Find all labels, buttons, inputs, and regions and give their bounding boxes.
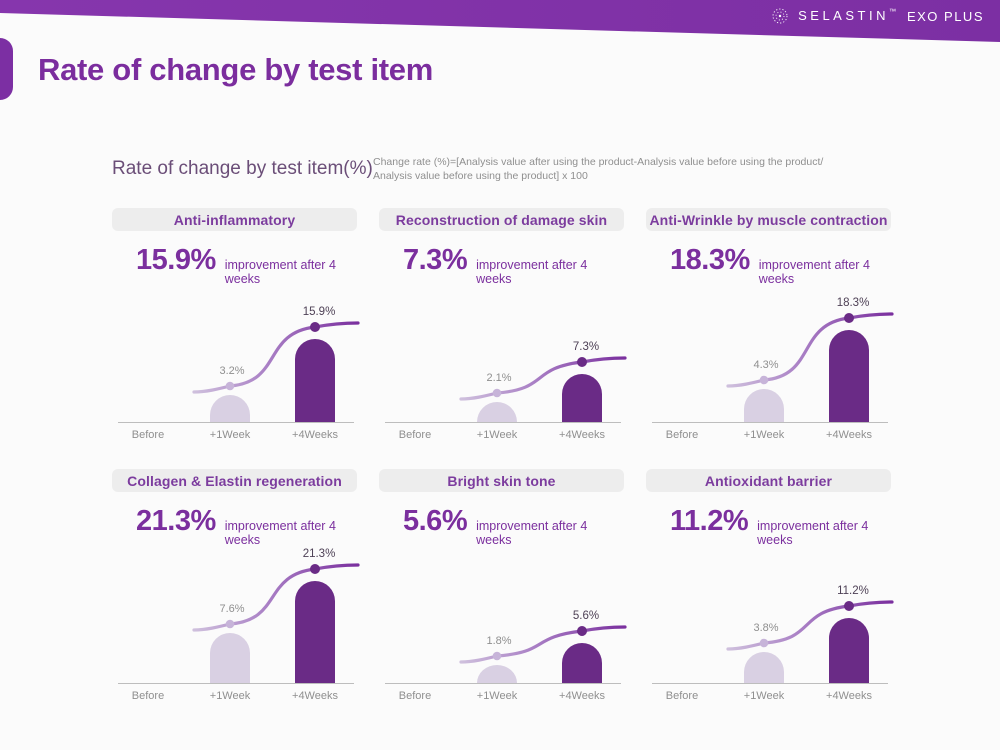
svg-text:+1Week: +1Week — [477, 429, 518, 441]
svg-text:+1Week: +1Week — [210, 429, 251, 441]
stat-note: improvement after 4 weeks — [224, 258, 336, 286]
svg-text:18.3%: 18.3% — [837, 297, 870, 309]
brand-logo: SELASTIN™ EXO PLUS — [771, 7, 984, 25]
svg-text:+1Week: +1Week — [744, 429, 785, 441]
panel-title-badge: Anti-inflammatory — [112, 208, 357, 231]
change-rate-formula: Change rate (%)=[Analysis value after us… — [373, 156, 823, 183]
panel-bright-skin-tone: Bright skin tone 5.6% improvement after … — [379, 469, 627, 705]
panel-title-badge: Bright skin tone — [379, 469, 624, 492]
section-title: Rate of change by test item(%) — [112, 158, 373, 179]
trend-chart: 3.2% 15.9% Before +1Week +4Weeks — [118, 306, 360, 441]
starburst-icon — [772, 8, 788, 24]
test-item-grid: Anti-inflammatory 15.9% improvement afte… — [112, 208, 894, 705]
svg-text:7.6%: 7.6% — [219, 603, 244, 615]
svg-text:Before: Before — [399, 429, 431, 441]
stat-value: 5.6% — [403, 505, 468, 537]
panel-reconstruction-damage-skin: Reconstruction of damage skin 7.3% impro… — [379, 208, 627, 444]
svg-text:Before: Before — [399, 690, 431, 702]
svg-text:+4Weeks: +4Weeks — [292, 429, 338, 441]
panel-title: Anti-inflammatory — [173, 211, 296, 228]
stat-value: 7.3% — [403, 244, 468, 276]
svg-text:11.2%: 11.2% — [837, 585, 869, 597]
svg-text:+1Week: +1Week — [744, 690, 785, 702]
stat-note: improvement after 4 weeks — [224, 519, 336, 547]
svg-text:Before: Before — [132, 690, 164, 702]
svg-text:+4Weeks: +4Weeks — [292, 690, 338, 702]
trend-chart: 4.3% 18.3% Before +1Week +4Weeks — [652, 297, 894, 441]
stat-line: 7.3% improvement after 4 weeks — [403, 244, 624, 286]
svg-text:+1Week: +1Week — [477, 690, 518, 702]
stat-line: 21.3% improvement after 4 weeks — [136, 505, 357, 547]
page-title: Rate of change by test item — [38, 52, 433, 87]
panel-title: Antioxidant barrier — [704, 472, 833, 489]
trend-chart: 7.6% 21.3% Before +1Week +4Weeks — [118, 548, 360, 702]
trend-chart: 1.8% 5.6% Before +1Week +4Weeks — [385, 610, 627, 702]
stat-value: 18.3% — [670, 244, 750, 276]
svg-text:Before: Before — [132, 429, 164, 441]
stat-line: 15.9% improvement after 4 weeks — [136, 244, 357, 286]
panel-anti-inflammatory: Anti-inflammatory 15.9% improvement afte… — [112, 208, 360, 444]
svg-text:+4Weeks: +4Weeks — [826, 690, 872, 702]
brand-product: EXO PLUS — [906, 8, 984, 24]
panel-title: Collagen & Elastin regeneration — [127, 472, 342, 489]
formula-line-2: Analysis value before using the product]… — [373, 169, 588, 182]
stat-value: 15.9% — [136, 244, 216, 276]
trend-chart: 3.8% 11.2% Before +1Week +4Weeks — [652, 585, 894, 702]
brand-name: SELASTIN™ — [798, 8, 896, 23]
trend-chart: 2.1% 7.3% Before +1Week +4Weeks — [385, 341, 627, 441]
svg-text:15.9%: 15.9% — [303, 306, 336, 318]
svg-text:Before: Before — [666, 690, 698, 702]
panel-antioxidant-barrier: Antioxidant barrier 11.2% improvement af… — [646, 469, 894, 705]
stat-value: 21.3% — [136, 505, 216, 537]
panel-anti-wrinkle: Anti-Wrinkle by muscle contraction 18.3%… — [646, 208, 894, 444]
svg-text:3.8%: 3.8% — [753, 622, 778, 634]
panel-title: Anti-Wrinkle by muscle contraction — [649, 211, 888, 228]
svg-text:2.1%: 2.1% — [486, 372, 511, 384]
svg-text:+4Weeks: +4Weeks — [559, 429, 605, 441]
trademark-symbol: ™ — [888, 8, 896, 16]
svg-text:3.2%: 3.2% — [219, 365, 244, 377]
panel-collagen-elastin: Collagen & Elastin regeneration 21.3% im… — [112, 469, 360, 705]
svg-text:5.6%: 5.6% — [573, 610, 599, 622]
svg-text:4.3%: 4.3% — [753, 359, 778, 371]
stat-value: 11.2% — [670, 505, 749, 537]
panel-title: Reconstruction of damage skin — [395, 211, 608, 228]
svg-text:Before: Before — [666, 429, 698, 441]
svg-text:+4Weeks: +4Weeks — [559, 690, 605, 702]
panel-title-badge: Anti-Wrinkle by muscle contraction — [646, 208, 891, 231]
panel-title: Bright skin tone — [447, 472, 556, 489]
stat-note: improvement after 4 weeks — [476, 519, 588, 547]
stat-line: 5.6% improvement after 4 weeks — [403, 505, 624, 547]
panel-title-badge: Collagen & Elastin regeneration — [112, 469, 357, 492]
svg-text:1.8%: 1.8% — [486, 635, 511, 647]
stat-note: improvement after 4 weeks — [476, 258, 588, 286]
stat-note: improvement after 4 weeks — [757, 519, 869, 547]
panel-title-badge: Antioxidant barrier — [646, 469, 891, 492]
panel-title-badge: Reconstruction of damage skin — [379, 208, 624, 231]
svg-text:7.3%: 7.3% — [573, 341, 599, 353]
stat-line: 18.3% improvement after 4 weeks — [670, 244, 891, 286]
svg-text:+4Weeks: +4Weeks — [826, 429, 872, 441]
svg-text:+1Week: +1Week — [210, 690, 251, 702]
formula-line-1: Change rate (%)=[Analysis value after us… — [373, 156, 824, 168]
svg-text:21.3%: 21.3% — [303, 548, 336, 560]
title-accent-tab — [0, 38, 13, 100]
stat-note: improvement after 4 weeks — [758, 258, 870, 286]
stat-line: 11.2% improvement after 4 weeks — [670, 505, 891, 547]
